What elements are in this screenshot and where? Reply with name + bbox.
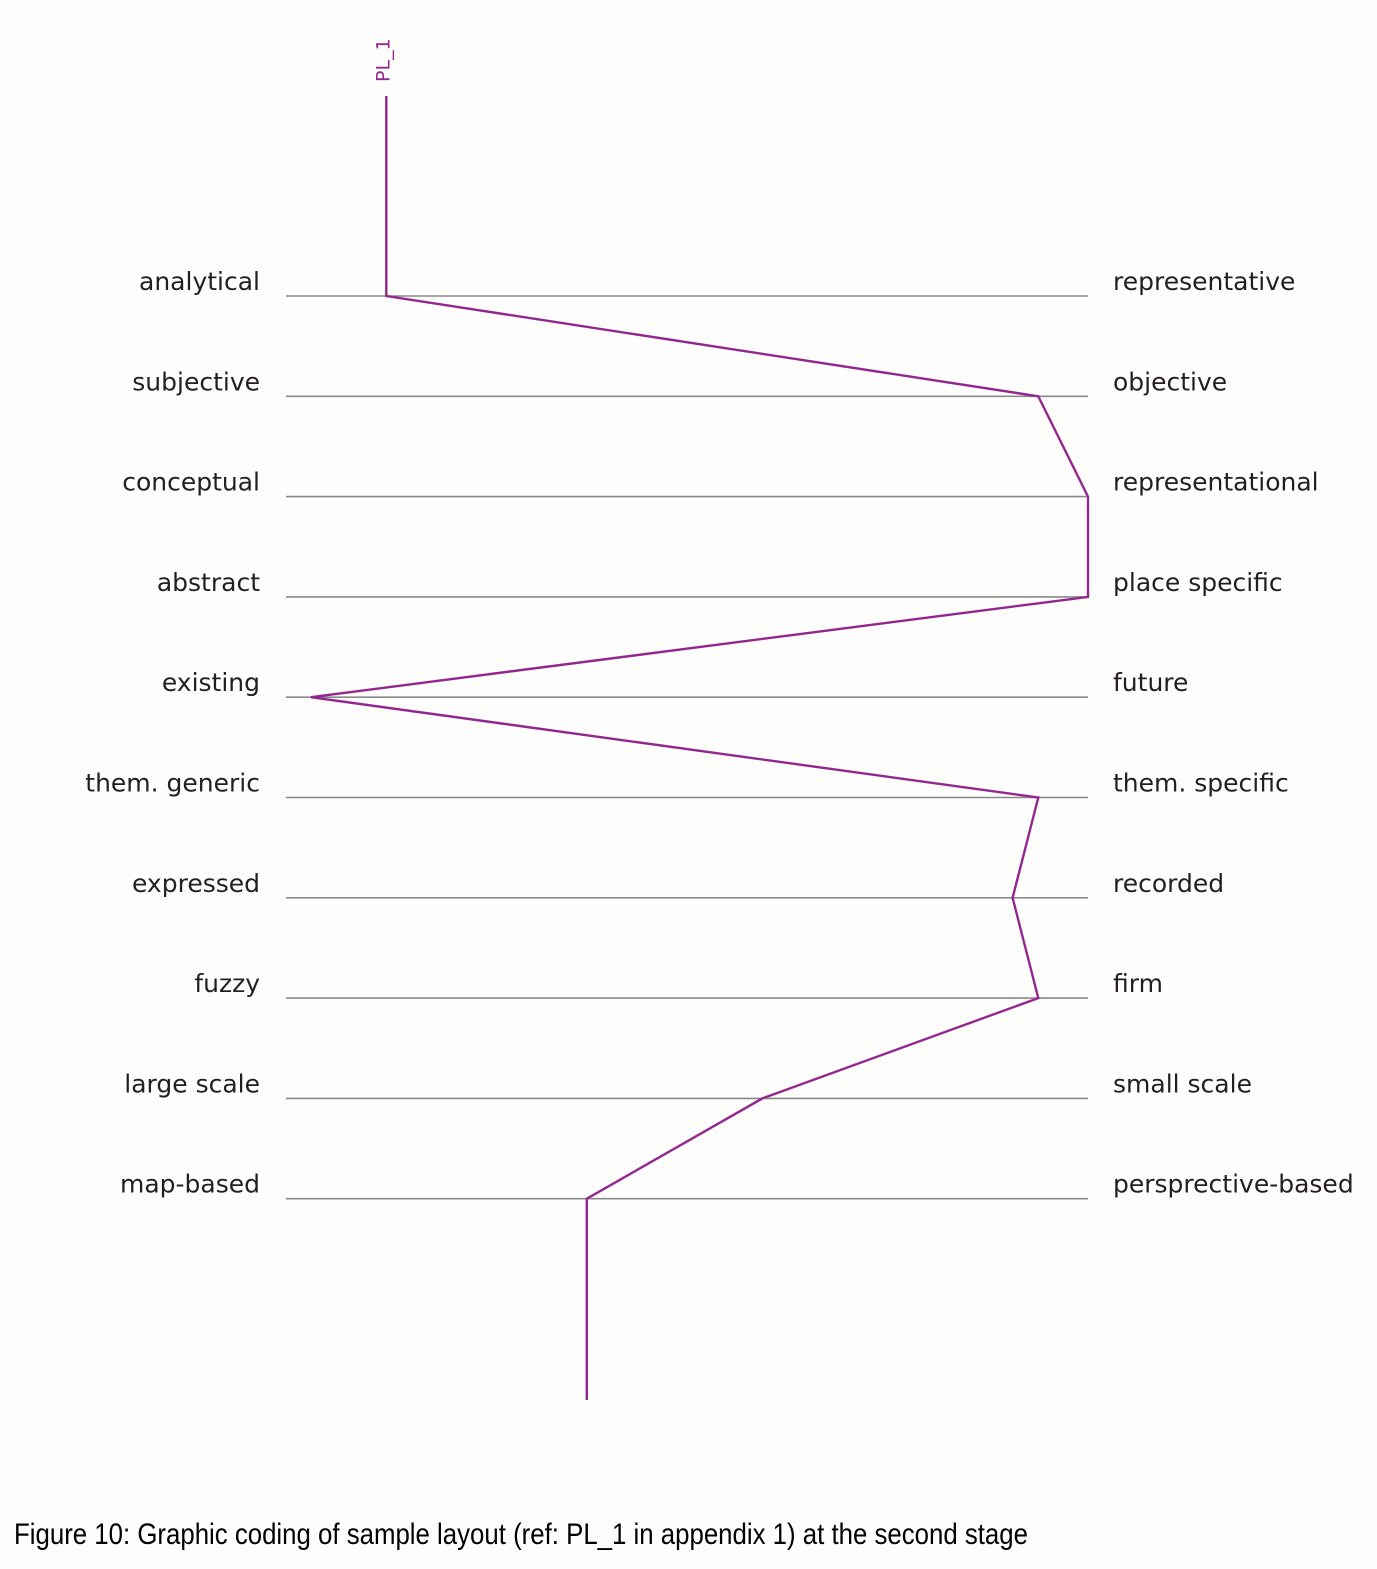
right-pole-labels: representative objective representational p… — [1113, 267, 1354, 1199]
right-pole-label: future — [1113, 668, 1188, 697]
left-pole-label: large scale — [124, 1069, 260, 1098]
right-pole-label: persprective-based — [1113, 1170, 1354, 1199]
right-pole-label: recorded — [1113, 869, 1224, 898]
left-pole-label: fuzzy — [194, 969, 260, 998]
left-pole-label: them. generic — [85, 769, 260, 798]
series-label: PL_1 — [372, 38, 394, 82]
left-pole-label: map-based — [120, 1170, 260, 1199]
right-pole-label: small scale — [1113, 1069, 1252, 1098]
left-pole-label: subjective — [132, 367, 260, 396]
right-pole-label: objective — [1113, 367, 1227, 396]
profile-line-pl-1 — [310, 96, 1090, 1400]
left-pole-label: conceptual — [122, 468, 260, 497]
left-pole-label: analytical — [139, 267, 260, 296]
right-pole-label: place specific — [1113, 568, 1283, 597]
figure-caption: Figure 10: Graphic coding of sample layo… — [14, 1518, 1028, 1551]
left-pole-label: existing — [162, 668, 260, 697]
left-pole-label: abstract — [157, 568, 260, 597]
semantic-differential-chart: analytical subjective conceptual abstract ex… — [85, 38, 1354, 1400]
right-pole-label: representative — [1113, 267, 1295, 296]
right-pole-label: representational — [1113, 468, 1319, 497]
right-pole-label: firm — [1113, 969, 1163, 998]
left-pole-label: expressed — [132, 869, 260, 898]
scale-lines — [286, 295, 1088, 1200]
left-pole-labels: analytical subjective conceptual abstract ex… — [85, 267, 260, 1199]
right-pole-label: them. specific — [1113, 769, 1289, 798]
